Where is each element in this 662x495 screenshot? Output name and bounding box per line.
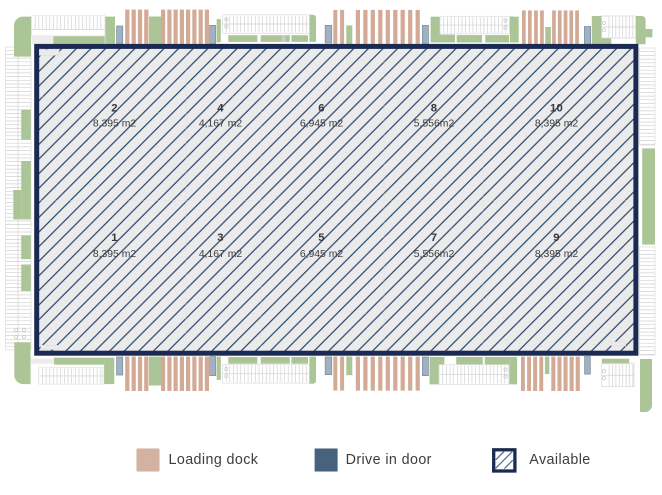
svg-text:4,167 m2: 4,167 m2 [199, 118, 243, 129]
svg-text:2: 2 [111, 103, 117, 115]
svg-text:1: 1 [111, 232, 117, 244]
svg-text:Drive in door: Drive in door [346, 452, 432, 468]
svg-text:6,945 m2: 6,945 m2 [300, 118, 344, 129]
svg-text:5,556m2: 5,556m2 [414, 118, 455, 129]
svg-text:8,395 m2: 8,395 m2 [535, 249, 579, 260]
svg-text:3: 3 [217, 232, 223, 244]
svg-text:4,167 m2: 4,167 m2 [199, 249, 243, 260]
svg-text:6: 6 [318, 103, 324, 115]
svg-text:4: 4 [217, 103, 224, 115]
svg-text:5,556m2: 5,556m2 [414, 249, 455, 260]
svg-text:9: 9 [553, 232, 559, 244]
svg-text:Available: Available [529, 452, 590, 468]
svg-text:6,945 m2: 6,945 m2 [300, 249, 344, 260]
svg-text:8,395 m2: 8,395 m2 [93, 118, 137, 129]
svg-text:10: 10 [550, 103, 563, 115]
svg-text:7: 7 [431, 232, 437, 244]
svg-text:8: 8 [431, 103, 437, 115]
svg-text:5: 5 [318, 232, 324, 244]
svg-text:8,395 m2: 8,395 m2 [535, 118, 579, 129]
svg-text:Loading dock: Loading dock [169, 452, 259, 468]
svg-text:8,395 m2: 8,395 m2 [93, 249, 137, 260]
